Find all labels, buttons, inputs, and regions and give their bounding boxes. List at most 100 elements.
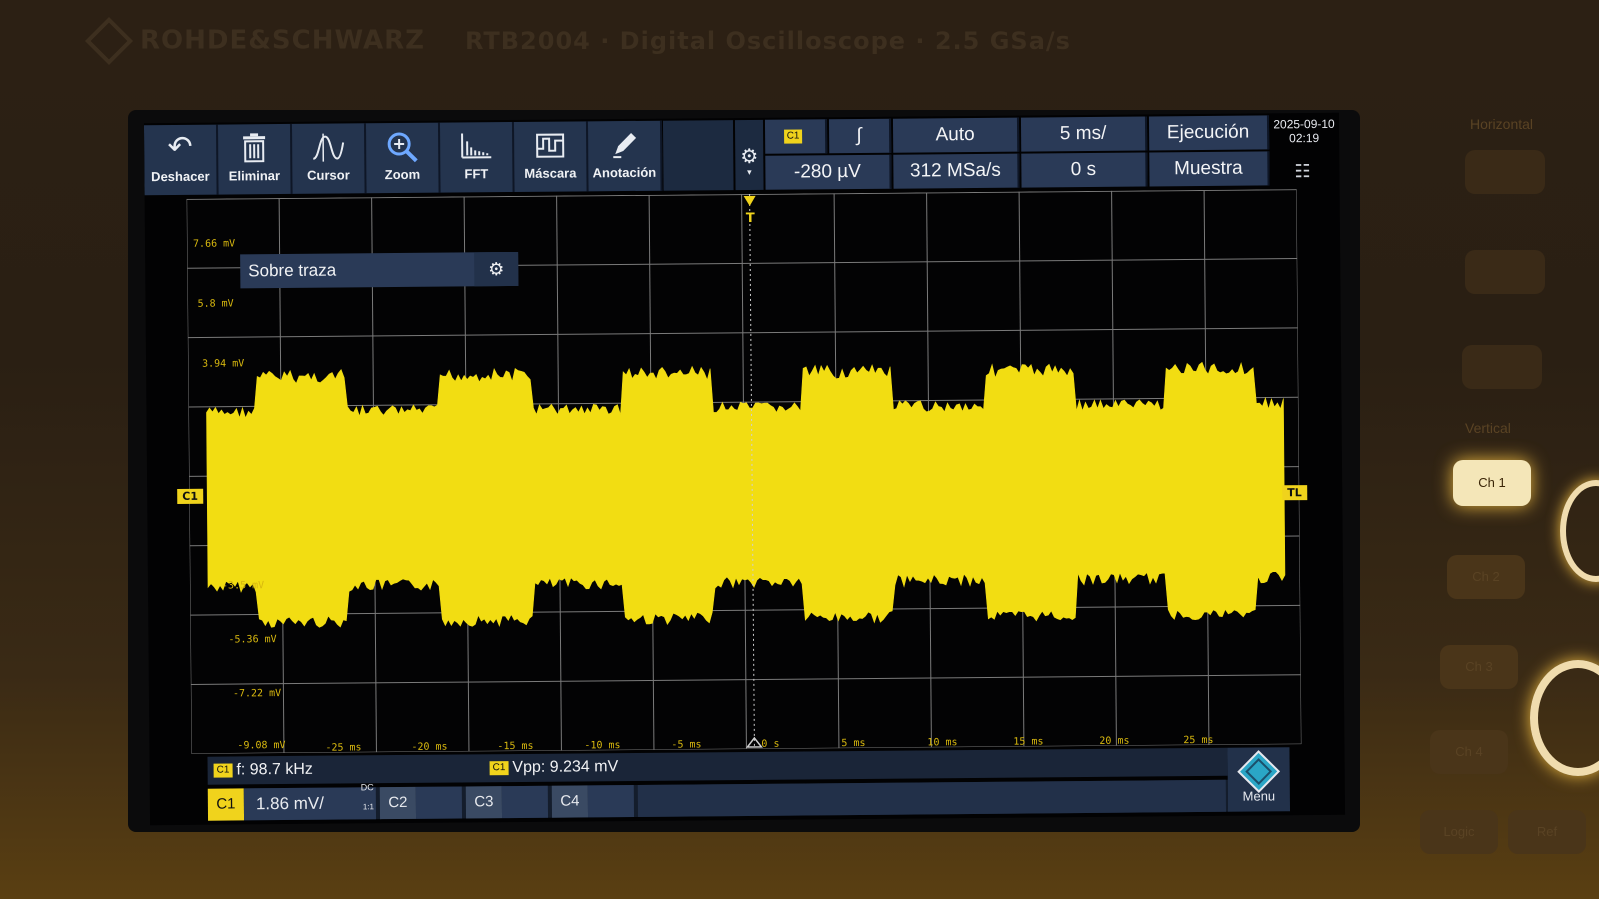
toolbar-settings-button[interactable]: ⚙ ▾	[734, 119, 764, 191]
channel-2-scale[interactable]	[415, 786, 463, 819]
channel-3-tab[interactable]: C3	[465, 786, 503, 819]
x-label: -20 ms	[411, 741, 448, 753]
rs-menu-icon	[1237, 750, 1281, 793]
y-label: -5.36 mV	[228, 634, 277, 646]
channel-1-offset-marker[interactable]: C1	[177, 488, 204, 504]
trigger-slope-cell[interactable]: ∫	[828, 118, 892, 154]
channel-bar-empty	[637, 779, 1227, 817]
cursor-button[interactable]: Cursor	[291, 123, 367, 194]
channel-1-trace	[206, 361, 1286, 628]
oscilloscope-screen: ↶ Deshacer Eliminar Cursor Zoom FFT	[143, 112, 1346, 826]
y-label: 7.66 mV	[192, 238, 236, 250]
ch3-button[interactable]: Ch 3	[1440, 645, 1518, 689]
probe-ratio: 1:1	[362, 802, 374, 812]
trigger-position-arrow	[743, 195, 756, 206]
x-label: -25 ms	[325, 742, 362, 754]
fft-label: FFT	[464, 166, 489, 182]
channel-2-tab[interactable]: C2	[379, 786, 417, 820]
grid-line-horizontal	[190, 674, 1301, 685]
zero-time-marker	[745, 736, 763, 748]
x-label: -15 ms	[497, 740, 534, 753]
vertical-section-label: Vertical	[1465, 420, 1511, 436]
y-label: -9.08 mV	[237, 740, 286, 752]
time-offset-cell[interactable]: 0 s	[1021, 152, 1148, 188]
trigger-level-marker[interactable]: TL	[1282, 485, 1307, 501]
logic-button[interactable]: Logic	[1420, 810, 1498, 854]
undo-icon: ↶	[167, 129, 193, 166]
y-label: 3.94 mV	[202, 358, 245, 370]
y-label: -7.22 mV	[232, 688, 282, 700]
zoom-button[interactable]: Zoom	[365, 122, 441, 194]
timebase-cell[interactable]: 5 ms/	[1020, 116, 1148, 152]
frequency-measurement[interactable]: C1 f: 98.7 kHz	[213, 756, 313, 785]
channel-4-tab[interactable]: C4	[551, 785, 589, 818]
grid-line-horizontal	[187, 327, 1298, 339]
ch2-button[interactable]: Ch 2	[1447, 555, 1525, 599]
zoom-icon	[366, 123, 438, 168]
acquisition-mode-cell[interactable]: Muestra	[1149, 151, 1270, 187]
channel-1-tab[interactable]: C1	[207, 788, 245, 821]
rising-edge-icon: ∫	[856, 124, 862, 147]
overlay-panel[interactable]: Sobre traza ⚙	[240, 251, 519, 289]
trigger-source-tag: C1	[783, 129, 803, 144]
delete-button[interactable]: Eliminar	[217, 123, 293, 195]
mask-icon	[514, 121, 586, 166]
vpp-measurement[interactable]: C1 Vpp: 9.234 mV	[489, 753, 618, 782]
chevron-down-icon: ▾	[747, 167, 752, 178]
horizontal-section-label: Horizontal	[1470, 116, 1534, 132]
vpp-source-tag: C1	[489, 760, 509, 776]
rs-logo-icon	[84, 16, 134, 66]
ref-button[interactable]: Ref	[1508, 810, 1586, 854]
undo-button[interactable]: ↶ Deshacer	[143, 124, 219, 196]
gear-icon[interactable]: ⚙	[474, 251, 519, 287]
run-state-cell[interactable]: Ejecución	[1148, 115, 1270, 151]
channel-4-scale[interactable]	[587, 784, 635, 818]
coupling-dc: DC	[360, 782, 374, 793]
overlay-label: Sobre traza	[248, 260, 337, 281]
brand-name: ROHDE&SCHWARZ	[140, 25, 425, 56]
gear-icon: ⚙	[740, 143, 759, 169]
fft-button[interactable]: FFT	[439, 121, 515, 193]
x-label: 25 ms	[1183, 734, 1214, 747]
channel-1-scale-value: 1.86 mV/	[255, 793, 325, 814]
frequency-source-tag: C1	[213, 763, 233, 778]
side-button-2[interactable]	[1465, 250, 1545, 294]
date-text: 2025-09-10	[1273, 116, 1335, 132]
mask-button[interactable]: Máscara	[513, 121, 589, 192]
grid-line-horizontal	[191, 743, 1302, 754]
annotation-button[interactable]: Anotación	[587, 120, 663, 192]
mask-label: Máscara	[524, 165, 577, 181]
vertical-scale-knob[interactable]	[1530, 660, 1599, 776]
grid-line-horizontal	[188, 396, 1299, 408]
grid-line-vertical	[186, 198, 192, 754]
pencil-icon	[588, 121, 660, 166]
cursor-wave-icon	[292, 123, 364, 168]
trigger-level-cell[interactable]: -280 µV	[765, 154, 892, 190]
y-label: -3.5 mV	[221, 580, 265, 592]
grid-line-horizontal	[186, 189, 1297, 200]
annotation-label: Anotación	[592, 164, 657, 181]
ch4-button[interactable]: Ch 4	[1430, 730, 1508, 774]
waveform-plot[interactable]: T	[186, 189, 1302, 754]
vpp-value: Vpp: 9.234 mV	[512, 758, 619, 777]
network-icon: ☷	[1294, 161, 1311, 183]
trigger-source-cell[interactable]: C1	[764, 119, 828, 154]
x-label: 5 ms	[841, 737, 866, 750]
x-label: -5 ms	[671, 739, 702, 751]
side-button-1[interactable]	[1465, 150, 1545, 194]
trigger-mode-cell[interactable]: Auto	[892, 117, 1020, 153]
x-label: -10 ms	[584, 740, 621, 752]
menu-button[interactable]: Menu	[1227, 747, 1291, 812]
undo-label: Deshacer	[151, 168, 210, 185]
ch1-button[interactable]: Ch 1	[1453, 460, 1531, 506]
brand-header: ROHDE&SCHWARZ RTB2004 · Digital Oscillosc…	[84, 16, 1071, 66]
model-name: RTB2004 · Digital Oscilloscope · 2.5 GSa…	[464, 26, 1071, 55]
toolbar-empty-slot	[662, 120, 734, 191]
channel-3-scale[interactable]	[501, 785, 549, 819]
vertical-position-knob[interactable]	[1560, 480, 1599, 582]
channel-1-scale[interactable]: 1.86 mV/ DC 1:1	[243, 782, 377, 821]
x-label: 20 ms	[1099, 735, 1130, 747]
sample-rate-cell[interactable]: 312 MSa/s	[893, 153, 1020, 189]
grid-line-horizontal	[190, 604, 1301, 616]
side-button-3[interactable]	[1462, 345, 1542, 389]
